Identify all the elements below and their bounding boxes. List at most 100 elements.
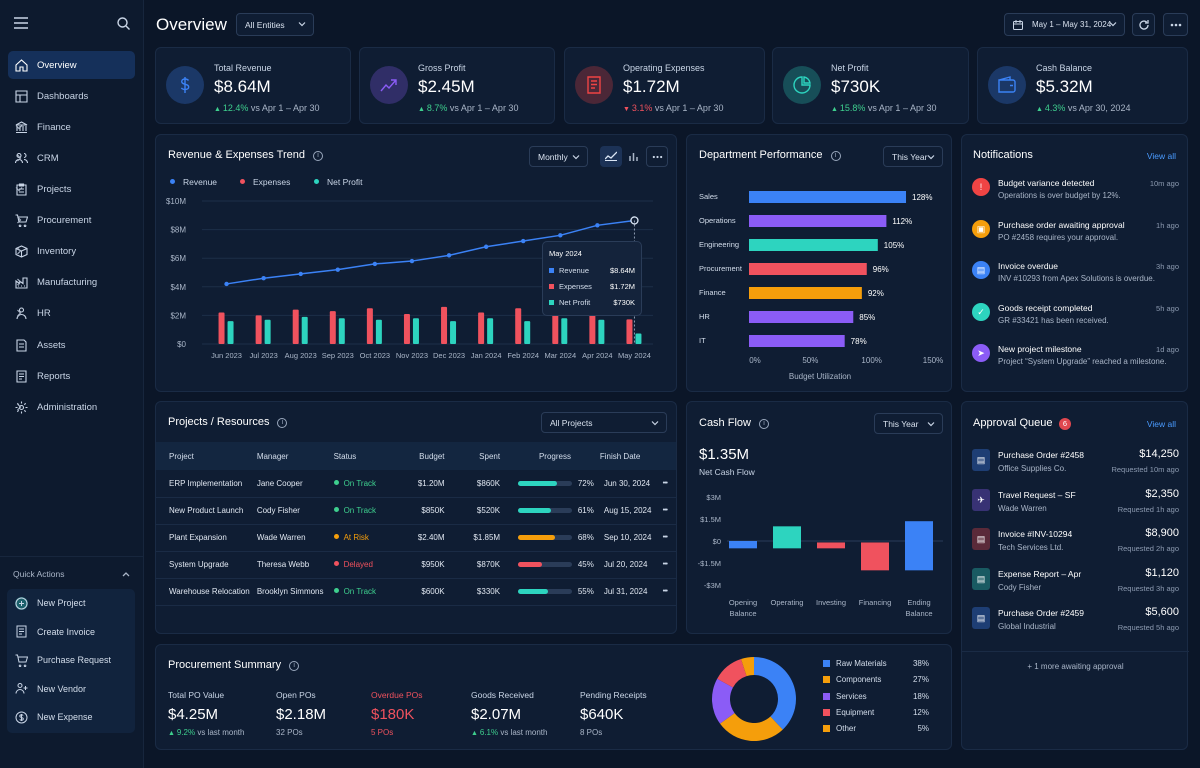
nav-item-administration[interactable]: Administration	[8, 393, 135, 421]
quick-action-new-vendor[interactable]: New Vendor	[8, 676, 135, 702]
donut-legend-label: Components	[836, 675, 882, 685]
nav-item-reports[interactable]: Reports	[8, 362, 135, 390]
progress-track	[517, 535, 572, 541]
search-icon[interactable]	[117, 17, 130, 30]
approval-title: Purchase Order #2459	[998, 608, 1084, 618]
row-more-icon[interactable]: •••	[662, 524, 676, 552]
nav-item-crm[interactable]: CRM	[8, 144, 135, 172]
metric-sub: 8 POs	[580, 728, 602, 737]
column-header-spent[interactable]: Spent	[454, 442, 511, 470]
department-period-dropdown[interactable]: This Year	[883, 146, 943, 167]
kpi-delta: ▼ 3.1% vs Apr 1 – Apr 30	[623, 103, 723, 113]
nav-item-hr[interactable]: HR	[8, 299, 135, 327]
quick-action-new-project[interactable]: New Project	[8, 590, 135, 616]
table-row[interactable]: ERP Implementation Jane Cooper On Track $1.…	[156, 470, 676, 498]
nav-item-finance[interactable]: Finance	[8, 113, 135, 141]
kpi-value: $2.45M	[418, 77, 475, 96]
approval-amount: $14,250	[1139, 448, 1179, 460]
x-tick-label: Jul 2023	[249, 351, 277, 360]
travel-icon: ✈	[972, 488, 990, 511]
row-more-icon[interactable]: •••	[662, 551, 676, 579]
nav-item-projects[interactable]: Projects	[8, 175, 135, 203]
info-icon[interactable]: i	[758, 419, 769, 429]
column-header-progress[interactable]: Progress	[510, 442, 600, 470]
dept-bar	[749, 287, 862, 299]
kpi-delta: ▲ 4.3% vs Apr 30, 2024	[1036, 103, 1130, 113]
row-more-icon[interactable]: •••	[662, 470, 676, 498]
quick-action-purchase-request[interactable]: Purchase Request	[8, 647, 135, 673]
dept-value-label: 92%	[868, 289, 884, 298]
quick-action-create-invoice[interactable]: Create Invoice	[8, 619, 135, 645]
procurement-title: Procurement Summary i	[168, 659, 300, 671]
table-row[interactable]: System Upgrade Theresa Webb Delayed $950K $8…	[156, 551, 676, 579]
revenue-point	[409, 258, 415, 264]
projects-filter-dropdown[interactable]: All Projects	[541, 412, 667, 433]
kpi-delta-value: 3.1%	[631, 103, 653, 113]
table-row[interactable]: Plant Expansion Wade Warren At Risk $2.40M $…	[156, 524, 676, 552]
nav-item-assets[interactable]: Assets	[8, 331, 135, 359]
column-header-finish-date[interactable]: Finish Date	[599, 442, 663, 470]
project-spent: $330K	[454, 578, 511, 606]
notification-text: PO #2458 requires your approval.	[998, 232, 1119, 242]
info-icon[interactable]: i	[289, 661, 300, 671]
metric-label: Total PO Value	[168, 690, 225, 700]
row-more-icon[interactable]: •••	[662, 497, 676, 525]
nav-item-manufacturing[interactable]: Manufacturing	[8, 268, 135, 296]
cashflow-period-dropdown[interactable]: This Year	[874, 413, 943, 434]
approval-requester: Wade Warren	[998, 503, 1047, 513]
info-icon[interactable]: i	[312, 151, 323, 161]
more-approvals-link[interactable]: + 1 more awaiting approval	[962, 662, 1189, 671]
notifications-card: Notifications View all ! Budget variance …	[961, 134, 1188, 392]
nav-item-dashboards[interactable]: Dashboards	[8, 82, 135, 110]
expenses-bar	[366, 308, 373, 344]
row-more-icon[interactable]: •••	[662, 578, 676, 606]
department-chart: 0% 50% 100% 150% Sales 128% Operations 112% Engi…	[699, 191, 943, 365]
column-header-status[interactable]: Status	[333, 442, 399, 470]
kpi-delta: ▲ 8.7% vs Apr 1 – Apr 30	[418, 103, 518, 113]
quick-action-new-expense[interactable]: New Expense	[8, 704, 135, 730]
status-dot	[333, 588, 339, 593]
metric-sub: 5 POs	[371, 728, 393, 737]
more-options-button[interactable]	[1163, 13, 1188, 36]
date-range-picker[interactable]: May 1 – May 31, 2024	[1004, 13, 1125, 36]
y-tick-label: $6M	[170, 254, 186, 263]
notification-time: 10m ago	[1149, 179, 1179, 188]
progress-label: 61%	[577, 506, 594, 515]
revenue-point	[335, 267, 340, 272]
notifications-view-all[interactable]: View all	[1146, 151, 1176, 161]
cashflow-chart: $3M $1.5M $0 -$1.5M -$3M Opening Balance Operat…	[698, 493, 943, 618]
kpi-delta-value: 4.3%	[1044, 103, 1066, 113]
nav-item-procurement[interactable]: Procurement	[8, 206, 135, 234]
menu-icon[interactable]	[14, 17, 28, 29]
revenue-point	[261, 276, 266, 281]
column-header-budget[interactable]: Budget	[399, 442, 455, 470]
nav-item-overview[interactable]: Overview	[8, 51, 135, 79]
metric-sub-value: 5 POs	[371, 728, 394, 737]
metric-value: $2.18M	[276, 706, 327, 723]
info-icon[interactable]: i	[830, 151, 841, 161]
project-spent: $860K	[454, 470, 511, 498]
tooltip-swatch	[549, 268, 554, 273]
entity-filter-dropdown[interactable]: All Entities	[236, 13, 314, 36]
chevron-down-icon	[15, 187, 23, 192]
trend-more-button[interactable]	[646, 146, 668, 167]
donut-legend-value: 18%	[912, 691, 929, 701]
x-tick-label: Balance	[905, 609, 932, 618]
column-header-project[interactable]: Project	[156, 442, 257, 470]
period-dropdown[interactable]: Monthly	[529, 146, 588, 167]
bar-chart-toggle[interactable]	[624, 146, 644, 167]
refresh-button[interactable]	[1132, 13, 1155, 36]
project-budget: $950K	[399, 551, 455, 579]
column-header-manager[interactable]: Manager	[256, 442, 334, 470]
table-row[interactable]: Warehouse Relocation Brooklyn Simmons On T…	[156, 578, 676, 606]
info-icon[interactable]: i	[277, 418, 288, 428]
approval-view-all[interactable]: View all	[1146, 419, 1176, 429]
line-chart-toggle[interactable]	[600, 146, 622, 167]
nav-label: Overview	[37, 59, 77, 71]
chevron-up-icon[interactable]	[122, 570, 130, 578]
chevron-right-icon	[17, 278, 22, 286]
table-row[interactable]: New Product Launch Cody Fisher On Track $85…	[156, 497, 676, 525]
factory-icon	[15, 276, 28, 289]
nav-item-inventory[interactable]: Inventory	[8, 237, 135, 265]
dept-label: Sales	[699, 192, 718, 201]
